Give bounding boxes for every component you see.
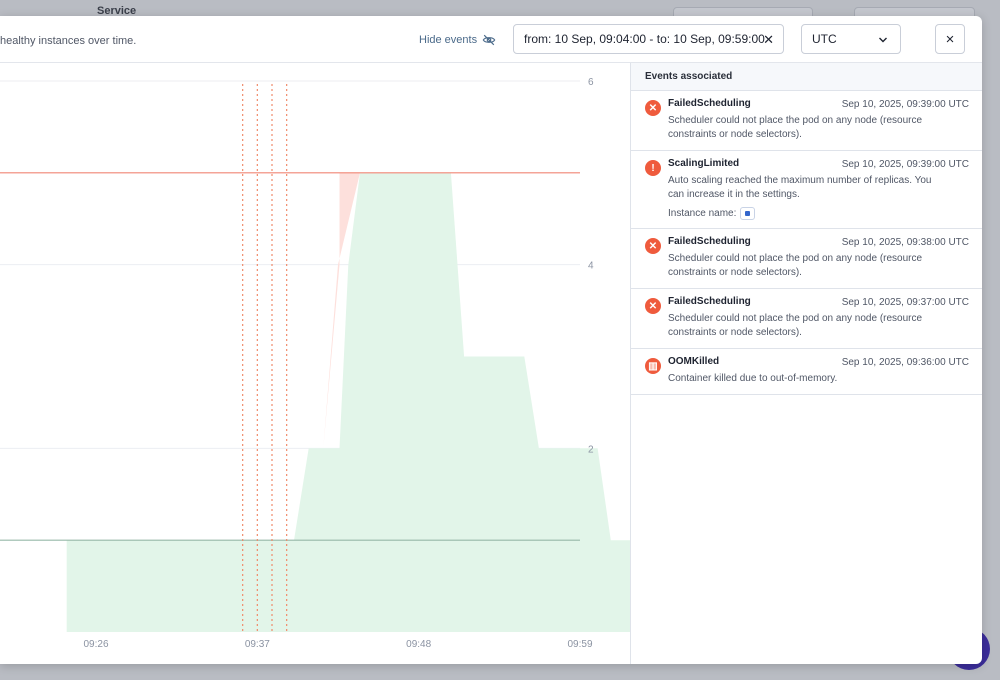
x-tick-label: 09:26 bbox=[83, 639, 108, 650]
y-tick-label: 4 bbox=[588, 261, 594, 272]
event-description: Auto scaling reached the maximum number … bbox=[668, 175, 932, 200]
event-item: ✕ FailedScheduling Sep 10, 2025, 09:37:00 … bbox=[631, 289, 982, 349]
series-area-healthy bbox=[66, 172, 630, 632]
error-x-icon: ✕ bbox=[645, 100, 661, 116]
eye-slash-icon bbox=[482, 34, 496, 46]
events-panel-header: Events associated bbox=[631, 63, 982, 91]
event-title: OOMKilled bbox=[668, 356, 720, 367]
hide-events-label: Hide events bbox=[419, 34, 478, 46]
event-description: Scheduler could not place the pod on any… bbox=[668, 115, 923, 140]
y-tick-label: 2 bbox=[588, 444, 594, 455]
instance-name-label: Instance name: bbox=[668, 208, 737, 219]
close-button[interactable]: × bbox=[935, 24, 965, 54]
instances-history-modal: healthy instances over time. Hide events… bbox=[0, 16, 982, 664]
instances-chart-svg: 2 4 6 09:26 09:37 09:48 09:59 bbox=[0, 77, 630, 650]
x-tick-label: 09:59 bbox=[567, 639, 592, 650]
chevron-down-icon bbox=[879, 37, 887, 43]
modal-header: healthy instances over time. Hide events… bbox=[0, 16, 982, 63]
error-x-icon: ✕ bbox=[645, 238, 661, 254]
event-time: Sep 10, 2025, 09:39:00 UTC bbox=[841, 99, 969, 110]
hide-events-toggle[interactable]: Hide events bbox=[419, 32, 496, 48]
instance-chip-icon[interactable] bbox=[740, 207, 756, 220]
service-column-label: Service bbox=[97, 5, 137, 17]
clear-icon[interactable]: ✕ bbox=[763, 32, 774, 47]
x-tick-label: 09:37 bbox=[245, 639, 270, 650]
modal-subtitle: healthy instances over time. bbox=[0, 35, 137, 47]
events-list: ✕ FailedScheduling Sep 10, 2025, 09:39:00 … bbox=[631, 91, 982, 395]
timezone-select[interactable]: UTC bbox=[801, 24, 901, 54]
timezone-value: UTC bbox=[812, 32, 837, 46]
date-range-value: from: 10 Sep, 09:04:00 - to: 10 Sep, 09:… bbox=[524, 32, 765, 46]
event-instance-name: Instance name: bbox=[668, 207, 970, 220]
x-tick-label: 09:48 bbox=[406, 639, 431, 650]
event-item: ✕ FailedScheduling Sep 10, 2025, 09:39:00 … bbox=[631, 91, 982, 151]
event-title: ScalingLimited bbox=[668, 158, 740, 169]
event-time: Sep 10, 2025, 09:38:00 UTC bbox=[841, 237, 969, 248]
event-description: Scheduler could not place the pod on any… bbox=[668, 253, 923, 278]
instances-chart: 2 4 6 09:26 09:37 09:48 09:59 bbox=[0, 63, 630, 664]
event-time: Sep 10, 2025, 09:37:00 UTC bbox=[841, 297, 969, 308]
date-range-picker[interactable]: from: 10 Sep, 09:04:00 - to: 10 Sep, 09:… bbox=[513, 24, 784, 54]
event-title: FailedScheduling bbox=[668, 98, 751, 109]
event-item: ! ScalingLimited Sep 10, 2025, 09:39:00 UT… bbox=[631, 151, 982, 229]
event-description: Container killed due to out-of-memory. bbox=[668, 373, 838, 384]
series-area-unhealthy bbox=[308, 172, 360, 449]
events-panel: Events associated ✕ FailedScheduling Sep 1… bbox=[630, 63, 982, 664]
event-description: Scheduler could not place the pod on any… bbox=[668, 313, 923, 338]
y-tick-label: 6 bbox=[588, 77, 594, 88]
event-title: FailedScheduling bbox=[668, 236, 751, 247]
event-time: Sep 10, 2025, 09:39:00 UTC bbox=[841, 159, 969, 170]
error-x-icon: ✕ bbox=[645, 298, 661, 314]
warning-exclamation-icon: ! bbox=[645, 160, 661, 176]
event-title: FailedScheduling bbox=[668, 296, 751, 307]
event-item: ▥ OOMKilled Sep 10, 2025, 09:36:00 UTC Cont… bbox=[631, 349, 982, 395]
memory-chip-icon: ▥ bbox=[645, 358, 661, 374]
event-item: ✕ FailedScheduling Sep 10, 2025, 09:38:00 … bbox=[631, 229, 982, 289]
event-time: Sep 10, 2025, 09:36:00 UTC bbox=[841, 357, 969, 368]
